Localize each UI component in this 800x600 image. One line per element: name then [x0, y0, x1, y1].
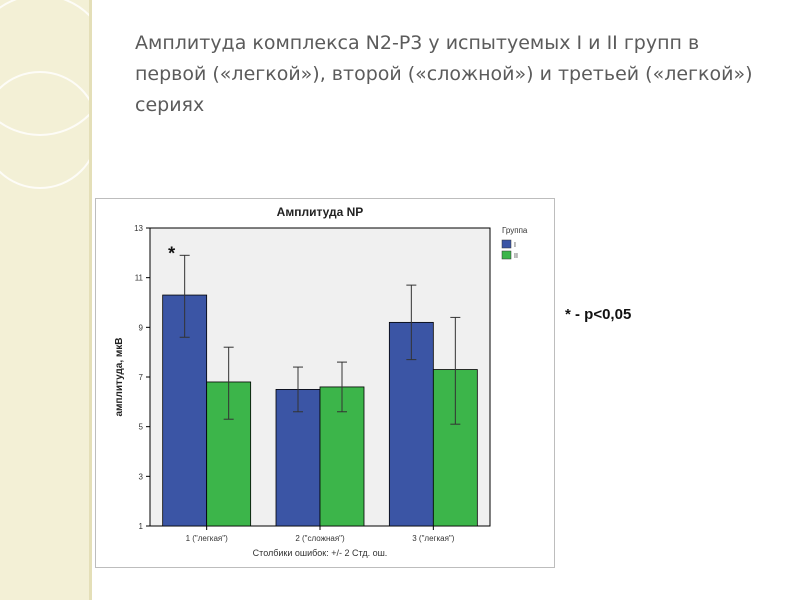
significance-note: * - p<0,05: [565, 306, 632, 323]
y-tick-label: 1: [139, 522, 144, 531]
y-axis-label: амплитуда, мкВ: [114, 337, 125, 416]
legend-title: Группа: [502, 226, 528, 235]
y-tick-label: 7: [139, 373, 144, 382]
bar-II-1: [206, 381, 252, 527]
y-tick-label: 11: [135, 274, 144, 283]
legend-label-I: I: [514, 242, 516, 249]
x-tick-label: 1 ("легкая"): [186, 534, 229, 543]
x-axis-label: Столбики ошибок: +/- 2 Стд. ош.: [253, 548, 388, 558]
chart-container: Амплитуда NP 1 3 5 7 9 11 13 амплитуда, мкВ 1 ("л…: [95, 198, 555, 568]
significance-asterisk: *: [168, 243, 175, 263]
x-tick-label: 3 ("легкая"): [412, 534, 455, 543]
y-tick-label: 13: [134, 224, 143, 233]
legend-swatch-II: [501, 250, 512, 260]
y-tick-label: 5: [139, 423, 144, 432]
y-tick-label: 9: [139, 323, 144, 332]
legend-label-II: II: [514, 253, 518, 260]
chart-title: Амплитуда NP: [277, 205, 364, 219]
decorative-side-band: [0, 0, 92, 600]
x-tick-label: 2 ("сложная"): [295, 534, 345, 543]
y-tick-label: 3: [139, 472, 144, 481]
slide-title: Амплитуда комплекса N2-P3 у испытуемых I…: [135, 32, 753, 116]
decorative-circles: [0, 0, 92, 189]
legend-swatch-I: [501, 239, 512, 249]
